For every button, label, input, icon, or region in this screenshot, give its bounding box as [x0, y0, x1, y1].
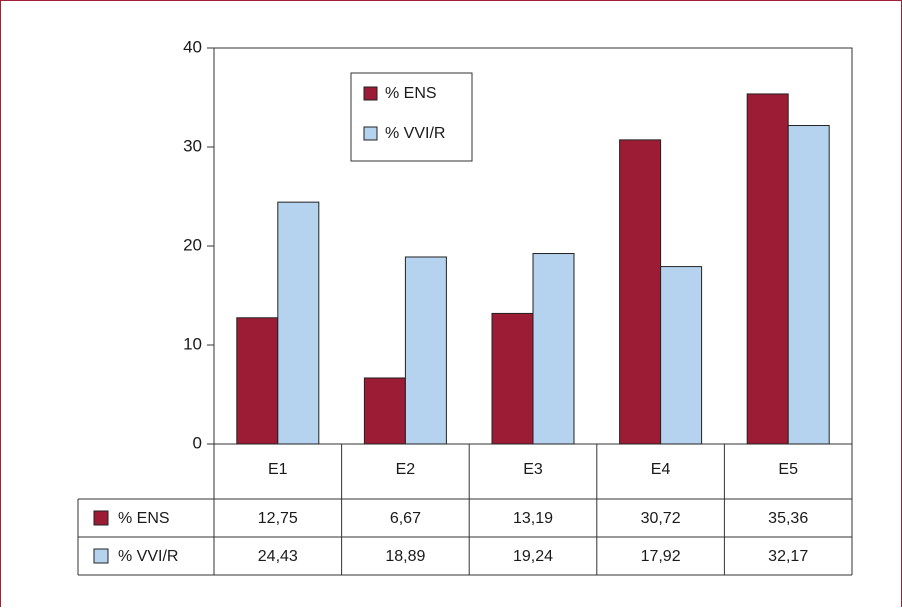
table-cell-value: 12,75 — [258, 510, 298, 527]
y-tick-label: 40 — [183, 37, 202, 56]
table-ens-swatch — [93, 510, 109, 526]
vvir-bar — [660, 266, 703, 445]
ens-bar — [491, 312, 534, 445]
table-cell-value: 32,17 — [768, 548, 808, 565]
table-row-label-vvir: % VVI/R — [118, 548, 178, 565]
y-tick-label: 10 — [183, 334, 202, 353]
y-tick-label: 20 — [183, 235, 202, 254]
ens-bar — [746, 93, 789, 445]
table-row-label-ens: % ENS — [118, 510, 170, 527]
table-cell-value: 17,92 — [641, 548, 681, 565]
table-cell-value: 6,67 — [390, 510, 421, 527]
ens-bar — [619, 139, 662, 445]
category-label: E5 — [778, 461, 798, 478]
category-label: E4 — [651, 461, 671, 478]
vvir-bar — [404, 256, 447, 445]
category-label: E1 — [268, 461, 288, 478]
ens-bar — [363, 377, 406, 445]
y-tick-label: 0 — [193, 433, 202, 452]
category-label: E3 — [523, 461, 543, 478]
vvir-bar — [532, 253, 575, 445]
legend-ens-swatch — [363, 86, 378, 101]
category-label: E2 — [396, 461, 416, 478]
table-vvir-swatch — [93, 548, 109, 564]
vvir-bar — [787, 125, 830, 445]
table-cell-value: 13,19 — [513, 510, 553, 527]
table-cell-value: 24,43 — [258, 548, 298, 565]
vvir-bar — [277, 201, 320, 445]
table-cell-value: 30,72 — [641, 510, 681, 527]
table-cell-value: 35,36 — [768, 510, 808, 527]
table-cell-value: 19,24 — [513, 548, 553, 565]
legend-ens-label: % ENS — [385, 85, 437, 102]
y-tick-label: 30 — [183, 136, 202, 155]
legend-vvir-label: % VVI/R — [385, 125, 445, 142]
table-cell-value: 18,89 — [385, 548, 425, 565]
ens-bar — [236, 317, 279, 445]
legend-vvir-swatch — [363, 126, 378, 141]
